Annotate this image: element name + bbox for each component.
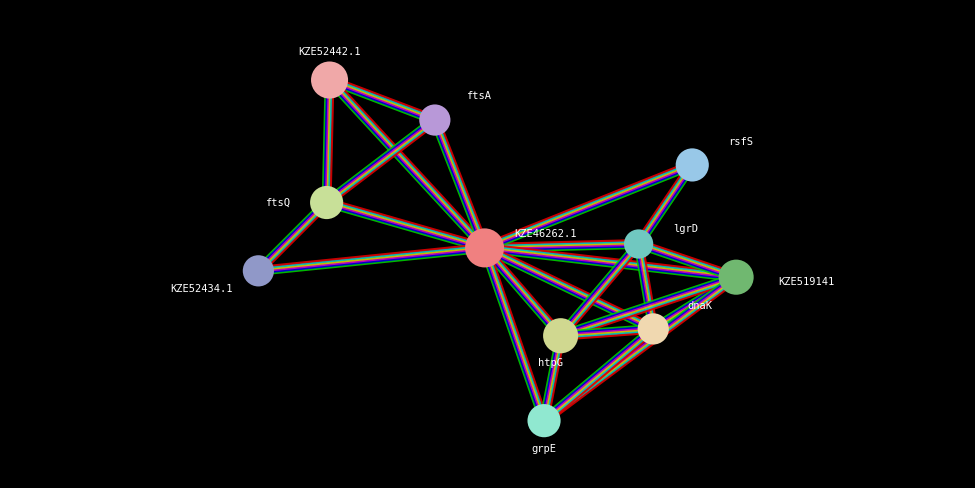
Text: ftsQ: ftsQ [265,198,291,207]
Text: KZE46262.1: KZE46262.1 [514,229,576,239]
Text: dnaK: dnaK [687,302,713,311]
Text: lgrD: lgrD [673,224,698,234]
Circle shape [311,61,348,99]
Text: grpE: grpE [531,444,557,454]
Text: KZE52434.1: KZE52434.1 [171,285,233,294]
Circle shape [465,228,504,267]
Circle shape [243,255,274,286]
Text: KZE519141: KZE519141 [778,277,835,287]
Circle shape [419,104,450,136]
Circle shape [543,318,578,353]
Text: KZE52442.1: KZE52442.1 [298,47,361,57]
Circle shape [310,186,343,219]
Circle shape [527,404,561,437]
Text: rsfS: rsfS [728,137,754,146]
Circle shape [719,260,754,295]
Text: htpG: htpG [538,358,564,368]
Circle shape [624,229,653,259]
Text: ftsA: ftsA [466,91,491,101]
Circle shape [676,148,709,182]
Circle shape [638,313,669,345]
